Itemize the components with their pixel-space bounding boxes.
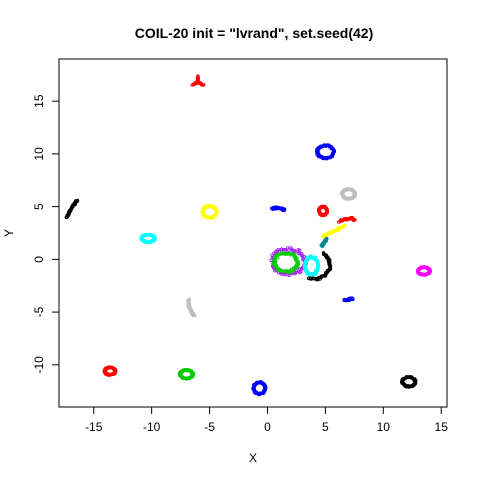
data-point [113,369,117,374]
data-points [64,74,432,397]
x-tick-label: -5 [204,420,215,434]
y-tick-label: 0 [32,256,46,263]
data-point [297,267,302,271]
data-point [263,386,267,391]
point-cluster [319,236,329,249]
point-cluster [399,374,418,389]
x-tick-label: -10 [143,420,161,434]
data-point [308,276,313,281]
data-point [299,252,304,256]
data-point [324,237,328,241]
point-cluster [321,223,347,239]
point-cluster [177,367,196,381]
x-axis: -15 -10 -5 0 5 10 15 [85,407,448,434]
x-axis-label: X [249,451,257,465]
data-point [152,236,156,241]
data-point [307,276,311,281]
data-point [324,270,328,275]
x-tick-label: 0 [264,420,271,434]
y-axis: -10 -5 0 5 10 15 [32,94,59,373]
data-point [283,248,287,252]
point-cluster [337,215,357,224]
point-cluster [307,251,333,282]
y-tick-label: -5 [32,306,46,317]
data-point [191,82,196,87]
x-tick-label: 10 [377,420,391,434]
data-point [296,248,300,252]
data-point [193,313,197,318]
data-point [269,258,273,263]
data-point [316,264,320,269]
data-point [281,247,286,252]
data-point [331,150,336,155]
point-cluster [102,365,118,377]
data-point [328,265,332,269]
point-cluster [190,74,206,87]
data-point [353,217,357,222]
point-cluster [64,198,80,220]
data-point [427,269,431,274]
point-cluster [139,232,157,245]
x-tick-label: 15 [435,420,449,434]
point-cluster [314,143,336,161]
y-axis-label: Y [2,229,16,237]
data-point [349,297,353,302]
data-point [350,297,355,301]
plot-frame [58,58,448,408]
point-cluster [316,204,330,218]
data-point [282,207,286,211]
data-point [201,83,206,87]
data-point [413,380,417,384]
data-point [296,261,300,266]
data-point [342,223,347,228]
point-cluster [251,379,268,397]
point-cluster [271,251,301,275]
data-point [214,210,218,215]
point-cluster [416,265,432,277]
point-cluster [339,187,358,201]
x-tick-label: 5 [322,420,329,434]
data-point [288,246,293,250]
point-cluster [269,205,287,213]
data-point [282,208,286,213]
data-point [190,83,194,87]
data-point [191,372,195,377]
x-tick-label: -15 [85,420,103,434]
data-point [325,209,329,213]
point-cluster [342,296,355,303]
data-point [282,272,287,277]
point-cluster [186,297,197,318]
y-tick-label: -10 [32,356,46,374]
point-cluster [200,203,219,220]
y-tick-label: 5 [32,203,46,210]
data-point [353,192,357,197]
point-cluster [302,254,321,277]
data-point [275,255,280,260]
data-point [75,198,80,203]
chart-title: COIL-20 init = "lvrand", set.seed(42) [135,25,374,41]
y-tick-label: 10 [32,147,46,161]
data-point [302,255,307,259]
data-point [191,313,195,318]
y-tick-label: 15 [32,94,46,108]
data-point [196,74,200,78]
